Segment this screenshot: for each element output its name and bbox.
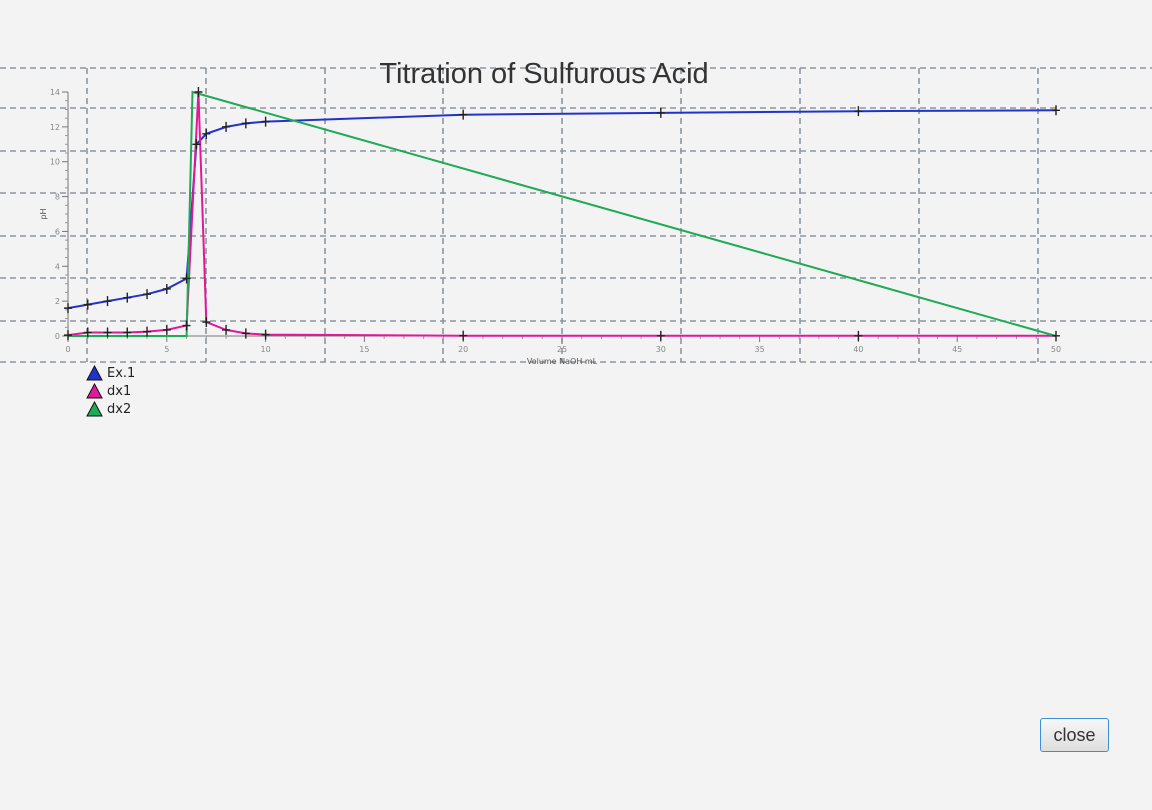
data-point-dx1 xyxy=(222,324,231,335)
data-point-dx1 xyxy=(854,330,863,341)
x-tick-label: 45 xyxy=(952,345,962,354)
data-point-ex1 xyxy=(83,299,92,310)
y-tick-label: 12 xyxy=(50,123,60,132)
x-tick-label: 15 xyxy=(359,345,369,354)
data-point-ex1 xyxy=(261,116,270,127)
x-tick-label: 40 xyxy=(853,345,863,354)
series-line-ex1 xyxy=(67,109,1057,310)
y-tick-label: 6 xyxy=(55,227,60,236)
data-point-ex1 xyxy=(222,121,231,132)
data-point-dx1 xyxy=(261,329,270,340)
data-point-dx1 xyxy=(182,320,191,331)
y-tick-label: 8 xyxy=(55,193,60,202)
data-point-ex1 xyxy=(123,292,132,303)
data-point-dx1 xyxy=(459,330,468,341)
data-point-ex1 xyxy=(459,109,468,120)
y-tick-label: 14 xyxy=(50,88,60,97)
x-tick-label: 0 xyxy=(65,345,70,354)
legend: Ex.1 dx1 dx2 xyxy=(86,364,135,418)
data-point-ex1 xyxy=(143,289,152,300)
data-point-dx1 xyxy=(143,326,152,337)
legend-item-dx1[interactable]: dx1 xyxy=(86,382,135,400)
legend-label-dx2: dx2 xyxy=(107,401,132,417)
x-axis-label: Volume NaOH mL xyxy=(527,357,598,366)
data-point-dx1 xyxy=(64,330,72,341)
x-tick-label: 50 xyxy=(1051,345,1061,354)
x-tick-label: 5 xyxy=(164,345,169,354)
chart: 0 2 4 6 8 10 12 14 0 5 10 15 20 25 30 35 40 45 50 Volume Na… xyxy=(0,67,1152,366)
legend-label-ex1: Ex.1 xyxy=(107,365,136,381)
y-tick-label: 4 xyxy=(55,262,60,271)
legend-label-dx1: dx1 xyxy=(107,383,132,399)
chart-title: Titration of Sulfurous Acid xyxy=(379,58,709,90)
data-point-ex1 xyxy=(241,118,250,129)
triangle-icon xyxy=(86,383,103,399)
legend-item-ex1[interactable]: Ex.1 xyxy=(86,364,135,382)
data-point-ex1 xyxy=(202,128,211,139)
data-point-ex1 xyxy=(182,273,191,284)
y-axis-label: pH xyxy=(39,208,48,219)
data-point-ex1 xyxy=(656,107,665,118)
series-line-dx1 xyxy=(67,91,1056,337)
data-point-dx1 xyxy=(194,87,203,97)
data-point-dx1 xyxy=(202,317,211,328)
legend-item-dx2[interactable]: dx2 xyxy=(86,400,135,418)
data-point-ex1 xyxy=(64,303,72,314)
data-point-dx1 xyxy=(103,327,112,338)
y-tick-label: 2 xyxy=(55,297,60,306)
close-button[interactable]: close xyxy=(1040,718,1109,752)
triangle-icon xyxy=(86,401,103,417)
data-point-ex1 xyxy=(1052,105,1060,116)
data-point-ex1 xyxy=(103,296,112,307)
data-point-ex1 xyxy=(854,106,863,117)
data-point-dx1 xyxy=(1052,330,1060,341)
data-point-ex1 xyxy=(162,283,171,294)
triangle-icon xyxy=(86,365,103,381)
data-point-dx1 xyxy=(123,327,132,338)
data-point-ex1 xyxy=(192,139,201,150)
x-tick-label: 10 xyxy=(261,345,271,354)
x-tick-label: 35 xyxy=(755,345,765,354)
y-tick-label: 0 xyxy=(55,332,60,341)
y-tick-label: 10 xyxy=(50,158,60,167)
data-point-dx1 xyxy=(241,328,250,339)
data-point-dx1 xyxy=(656,330,665,341)
data-point-dx1 xyxy=(162,324,171,335)
data-point-dx1 xyxy=(83,327,92,338)
x-tick-label: 20 xyxy=(458,345,468,354)
x-tick-label: 25 xyxy=(557,345,567,354)
x-tick-label: 30 xyxy=(656,345,666,354)
